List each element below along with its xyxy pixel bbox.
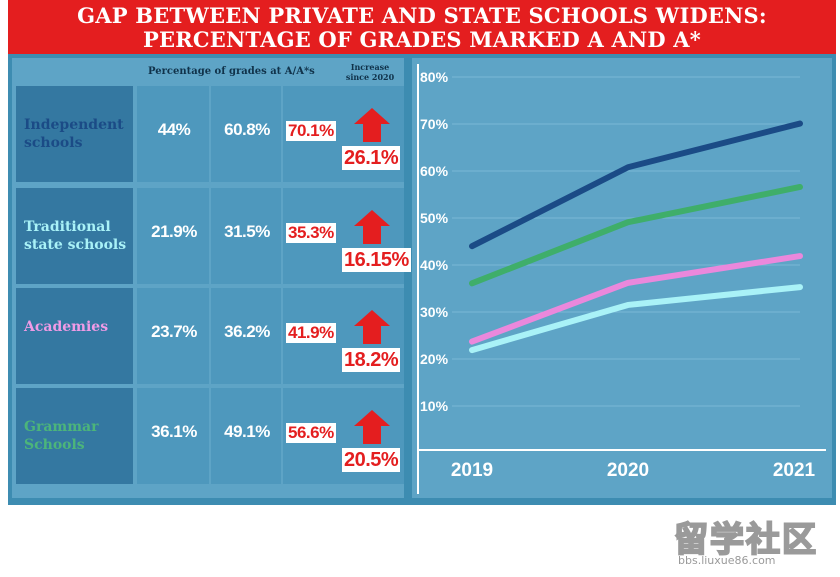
y-tick-label: 80% xyxy=(420,69,449,85)
watermark-text: 留学社区 xyxy=(673,519,818,561)
table-row: Academies 23.7% 36.2% 41.9% 18.2% xyxy=(16,288,404,384)
value-2019: 21.9% xyxy=(151,222,197,241)
value-2020: 36.2% xyxy=(224,322,270,341)
row-label-cell: Independent schools xyxy=(16,86,133,182)
table-header: Percentage of grades at A/A*s xyxy=(148,66,315,77)
up-arrow-icon xyxy=(354,108,390,142)
value-2021: 56.6% xyxy=(286,423,336,443)
series-line xyxy=(469,120,803,250)
series-line xyxy=(469,183,803,287)
line-chart-panel: 10% 20% 30% 40% 50% 60% 70% 80% 2019 2020 2021 xyxy=(412,58,832,498)
y-tick-label: 70% xyxy=(420,116,449,132)
x-tick-label: 2020 xyxy=(607,460,649,481)
cell-2019 xyxy=(137,288,209,384)
value-2020: 60.8% xyxy=(224,120,270,139)
row-label: Grammar Schools xyxy=(24,419,99,453)
cell-2020 xyxy=(211,288,281,384)
cell-2020 xyxy=(211,188,281,284)
cell-2019 xyxy=(137,86,209,182)
title-line-1: GAP BETWEEN PRIVATE AND STATE SCHOOLS WI… xyxy=(77,3,767,28)
table-row: Independent schools 44% 60.8% 70.1% 26.1% xyxy=(16,86,404,182)
series-line xyxy=(469,253,803,345)
increase-value: 16.15% xyxy=(342,248,411,272)
cell-2020 xyxy=(211,388,281,484)
value-2019: 23.7% xyxy=(151,322,197,341)
row-label: Independent schools xyxy=(24,117,124,151)
value-2021: 41.9% xyxy=(286,323,336,343)
up-arrow-icon xyxy=(354,210,390,244)
table-row: Traditional state schools 21.9% 31.5% 35.3%… xyxy=(16,188,411,284)
value-2019: 44% xyxy=(157,120,191,139)
row-label: Academies xyxy=(24,319,109,335)
value-2019: 36.1% xyxy=(151,422,197,441)
x-tick-label: 2019 xyxy=(451,460,493,481)
value-2020: 49.1% xyxy=(224,422,270,441)
row-label-cell: Traditional state schools xyxy=(16,188,133,284)
cell-2020 xyxy=(211,86,281,182)
x-tick-label: 2021 xyxy=(773,460,816,481)
y-tick-label: 30% xyxy=(420,304,449,320)
increase-value: 26.1% xyxy=(342,146,401,170)
y-tick-label: 60% xyxy=(420,163,449,179)
value-2020: 31.5% xyxy=(224,222,270,241)
increase-value: 18.2% xyxy=(342,348,401,372)
y-tick-label: 20% xyxy=(420,351,449,367)
up-arrow-icon xyxy=(354,310,390,344)
value-2021: 35.3% xyxy=(286,223,336,243)
infographic-frame: GAP BETWEEN PRIVATE AND STATE SCHOOLS WI… xyxy=(8,0,836,505)
increase-header: Increase since 2020 xyxy=(345,62,395,82)
cell-2019 xyxy=(137,388,209,484)
up-arrow-icon xyxy=(354,410,390,444)
increase-value: 20.5% xyxy=(342,448,401,472)
line-chart: 10% 20% 30% 40% 50% 60% 70% 80% 2019 2020 2021 xyxy=(417,64,826,494)
row-label-cell: Grammar Schools xyxy=(16,388,133,484)
series-line xyxy=(469,284,803,354)
watermark-url: bbs.liuxue86.com xyxy=(678,554,776,567)
title-line-2: PERCENTAGE OF GRADES MARKED A AND A* xyxy=(143,27,701,52)
value-2021: 70.1% xyxy=(286,121,336,141)
watermark: 留学社区 bbs.liuxue86.com xyxy=(666,512,836,572)
row-label-cell: Academies xyxy=(16,288,133,384)
title-banner: GAP BETWEEN PRIVATE AND STATE SCHOOLS WI… xyxy=(8,0,836,54)
cell-2019 xyxy=(137,188,209,284)
table-row: Grammar Schools 36.1% 49.1% 56.6% 20.5% xyxy=(16,388,404,484)
row-label: Traditional state schools xyxy=(24,219,127,253)
data-table: Percentage of grades at A/A*s Increase s… xyxy=(12,58,411,498)
y-tick-label: 40% xyxy=(420,257,449,273)
y-tick-label: 50% xyxy=(420,210,449,226)
y-tick-label: 10% xyxy=(420,398,449,414)
